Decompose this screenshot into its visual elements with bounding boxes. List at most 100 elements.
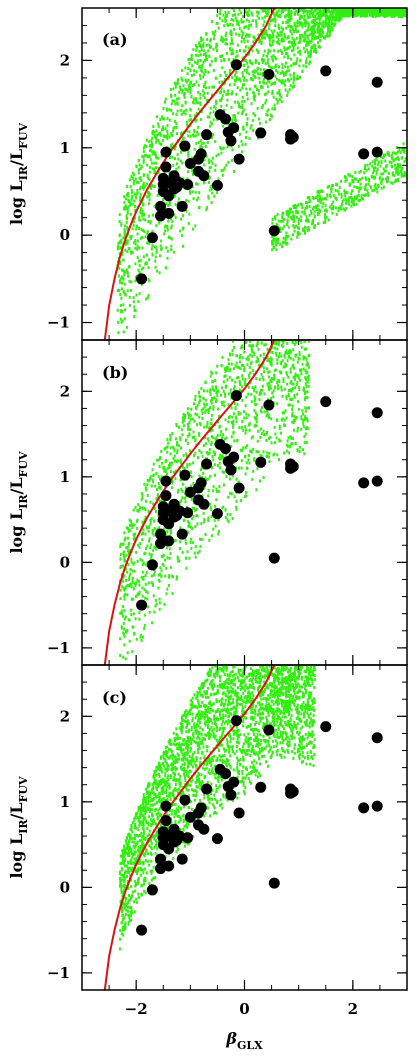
observed-point [212,508,223,519]
model-point [221,506,223,509]
model-point [187,170,189,173]
model-point [210,399,212,402]
model-point [164,101,166,104]
model-point [136,181,138,184]
model-point [143,218,145,221]
model-point [351,189,353,192]
observed-point [136,600,147,611]
model-point [401,148,403,151]
model-point [277,50,279,53]
model-point [281,52,283,55]
model-point [250,77,252,80]
model-point [301,70,303,73]
model-point [283,452,285,455]
model-point [166,107,168,110]
model-point [318,190,320,193]
model-point [335,206,337,209]
model-point [216,49,218,52]
model-point [206,44,208,47]
model-point [333,18,335,21]
model-point [164,603,166,606]
model-point [394,180,396,183]
model-point [158,486,160,489]
model-point [180,218,182,221]
model-point [165,127,167,130]
model-point [128,530,130,533]
model-point [169,462,171,465]
model-point [367,164,369,167]
model-point [145,500,147,503]
model-point [292,364,294,367]
model-point [363,171,365,174]
model-point [370,186,372,189]
model-point [230,42,232,45]
model-point [267,58,269,61]
model-point [392,182,394,185]
model-point [294,38,296,41]
model-point [172,87,174,90]
model-point [190,784,192,787]
model-point [148,479,150,482]
model-point [288,69,290,72]
model-point [362,197,364,200]
model-point [133,587,135,590]
model-point [260,373,262,376]
model-point [135,506,137,509]
model-point [121,585,123,588]
model-point [141,215,143,218]
model-point [382,14,384,17]
model-point [287,91,289,94]
model-point [191,64,193,67]
model-point [161,115,163,118]
model-point [123,622,125,625]
model-point [266,55,268,58]
model-point [163,232,165,235]
model-point [139,177,141,180]
model-point [133,309,135,312]
model-point [132,227,134,230]
model-point [192,48,194,51]
model-point [184,66,186,69]
model-point [264,37,266,40]
model-point [252,344,254,347]
model-point [308,23,310,26]
model-point [223,24,225,27]
observed-point [163,208,174,219]
model-point [250,24,252,27]
model-point [214,140,216,143]
model-point [222,14,224,17]
model-point [123,643,125,646]
model-point [263,433,265,436]
model-point [251,102,253,105]
model-point [309,16,311,19]
model-point [140,259,142,262]
model-point [236,439,238,442]
model-point [328,19,330,22]
model-point [289,88,291,91]
model-point [267,108,269,111]
model-point [190,418,192,421]
model-point [251,355,253,358]
model-point [239,8,241,11]
model-point [319,22,321,25]
model-point [211,188,213,191]
model-point [119,293,121,296]
model-point [235,407,237,410]
model-point [286,342,288,345]
model-point [135,617,137,620]
model-point [191,498,193,501]
model-point [272,242,274,245]
model-point [124,224,126,227]
model-point [144,218,146,221]
observed-point [320,65,331,76]
model-point [202,472,204,475]
model-point [350,13,352,16]
model-point [281,34,283,37]
model-point [173,126,175,129]
model-point [214,453,216,456]
model-point [303,10,305,13]
model-point [121,287,123,290]
model-point [315,9,317,12]
model-point [202,455,204,458]
model-point [302,22,304,25]
